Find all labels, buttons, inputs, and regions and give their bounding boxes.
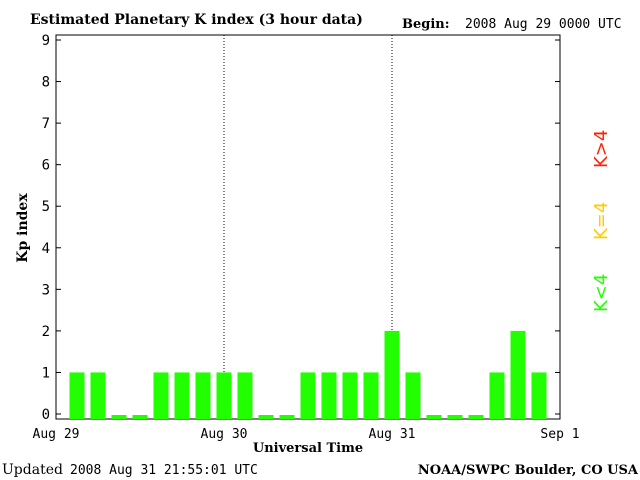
x-tick-label: Aug 29 (33, 427, 80, 442)
kp-bar (216, 372, 232, 419)
y-tick-label: 7 (42, 116, 50, 132)
begin-value: 2008 Aug 29 0000 UTC (465, 17, 622, 32)
kp-bar (90, 372, 106, 419)
kp-bar (174, 372, 190, 419)
y-tick-label: 3 (42, 282, 50, 298)
kp-bar (258, 415, 274, 419)
kp-bar (468, 415, 484, 419)
x-axis-label: Universal Time (253, 441, 363, 456)
kp-bar (447, 415, 463, 419)
legend-k-greater-4: K>4 (591, 130, 612, 168)
kp-bar (489, 372, 505, 419)
kp-bar (426, 415, 442, 419)
kp-bar (510, 330, 526, 419)
legend-k-less-4: K<4 (591, 274, 612, 312)
y-tick-label: 9 (42, 33, 50, 49)
chart-title: Estimated Planetary K index (3 hour data… (30, 12, 363, 28)
begin-label: Begin: (402, 17, 450, 32)
y-tick-label: 0 (42, 407, 50, 423)
kp-bar (405, 372, 421, 419)
kp-bars (69, 330, 547, 419)
y-tick-label: 5 (42, 199, 50, 215)
kp-bar (237, 372, 253, 419)
kp-bar (153, 372, 169, 419)
x-tick-label: Aug 31 (369, 427, 416, 442)
source-credit: NOAA/SWPC Boulder, CO USA (418, 463, 639, 478)
y-tick-label: 6 (42, 158, 50, 174)
y-tick-label: 2 (42, 324, 50, 340)
plot-frame (55, 34, 561, 420)
kp-bar (300, 372, 316, 419)
kp-bar (69, 372, 85, 419)
kp-bar (531, 372, 547, 419)
x-tick-label: Sep 1 (540, 427, 579, 442)
legend-k-equal-4: K=4 (591, 202, 612, 240)
kp-bar (363, 372, 379, 419)
updated-label: Updated (2, 462, 63, 478)
kp-bar (111, 415, 127, 419)
kp-bar (342, 372, 358, 419)
y-tick-label: 8 (42, 75, 50, 91)
updated-value: 2008 Aug 31 21:55:01 UTC (70, 463, 258, 478)
kp-bar (195, 372, 211, 419)
kp-bar (132, 415, 148, 419)
y-axis-label: Kp index (15, 193, 31, 263)
kp-bar (279, 415, 295, 419)
y-tick-label: 4 (42, 241, 50, 257)
day-separator-lines (223, 35, 393, 419)
x-axis-ticks: Aug 29 Aug 30 Aug 31 Sep 1 (33, 427, 580, 442)
x-tick-label: Aug 30 (201, 427, 248, 442)
y-axis-ticks: 0 1 2 3 4 5 6 7 8 9 (42, 33, 560, 423)
kp-bar (321, 372, 337, 419)
y-tick-label: 1 (42, 365, 50, 381)
kp-bar (384, 330, 400, 419)
